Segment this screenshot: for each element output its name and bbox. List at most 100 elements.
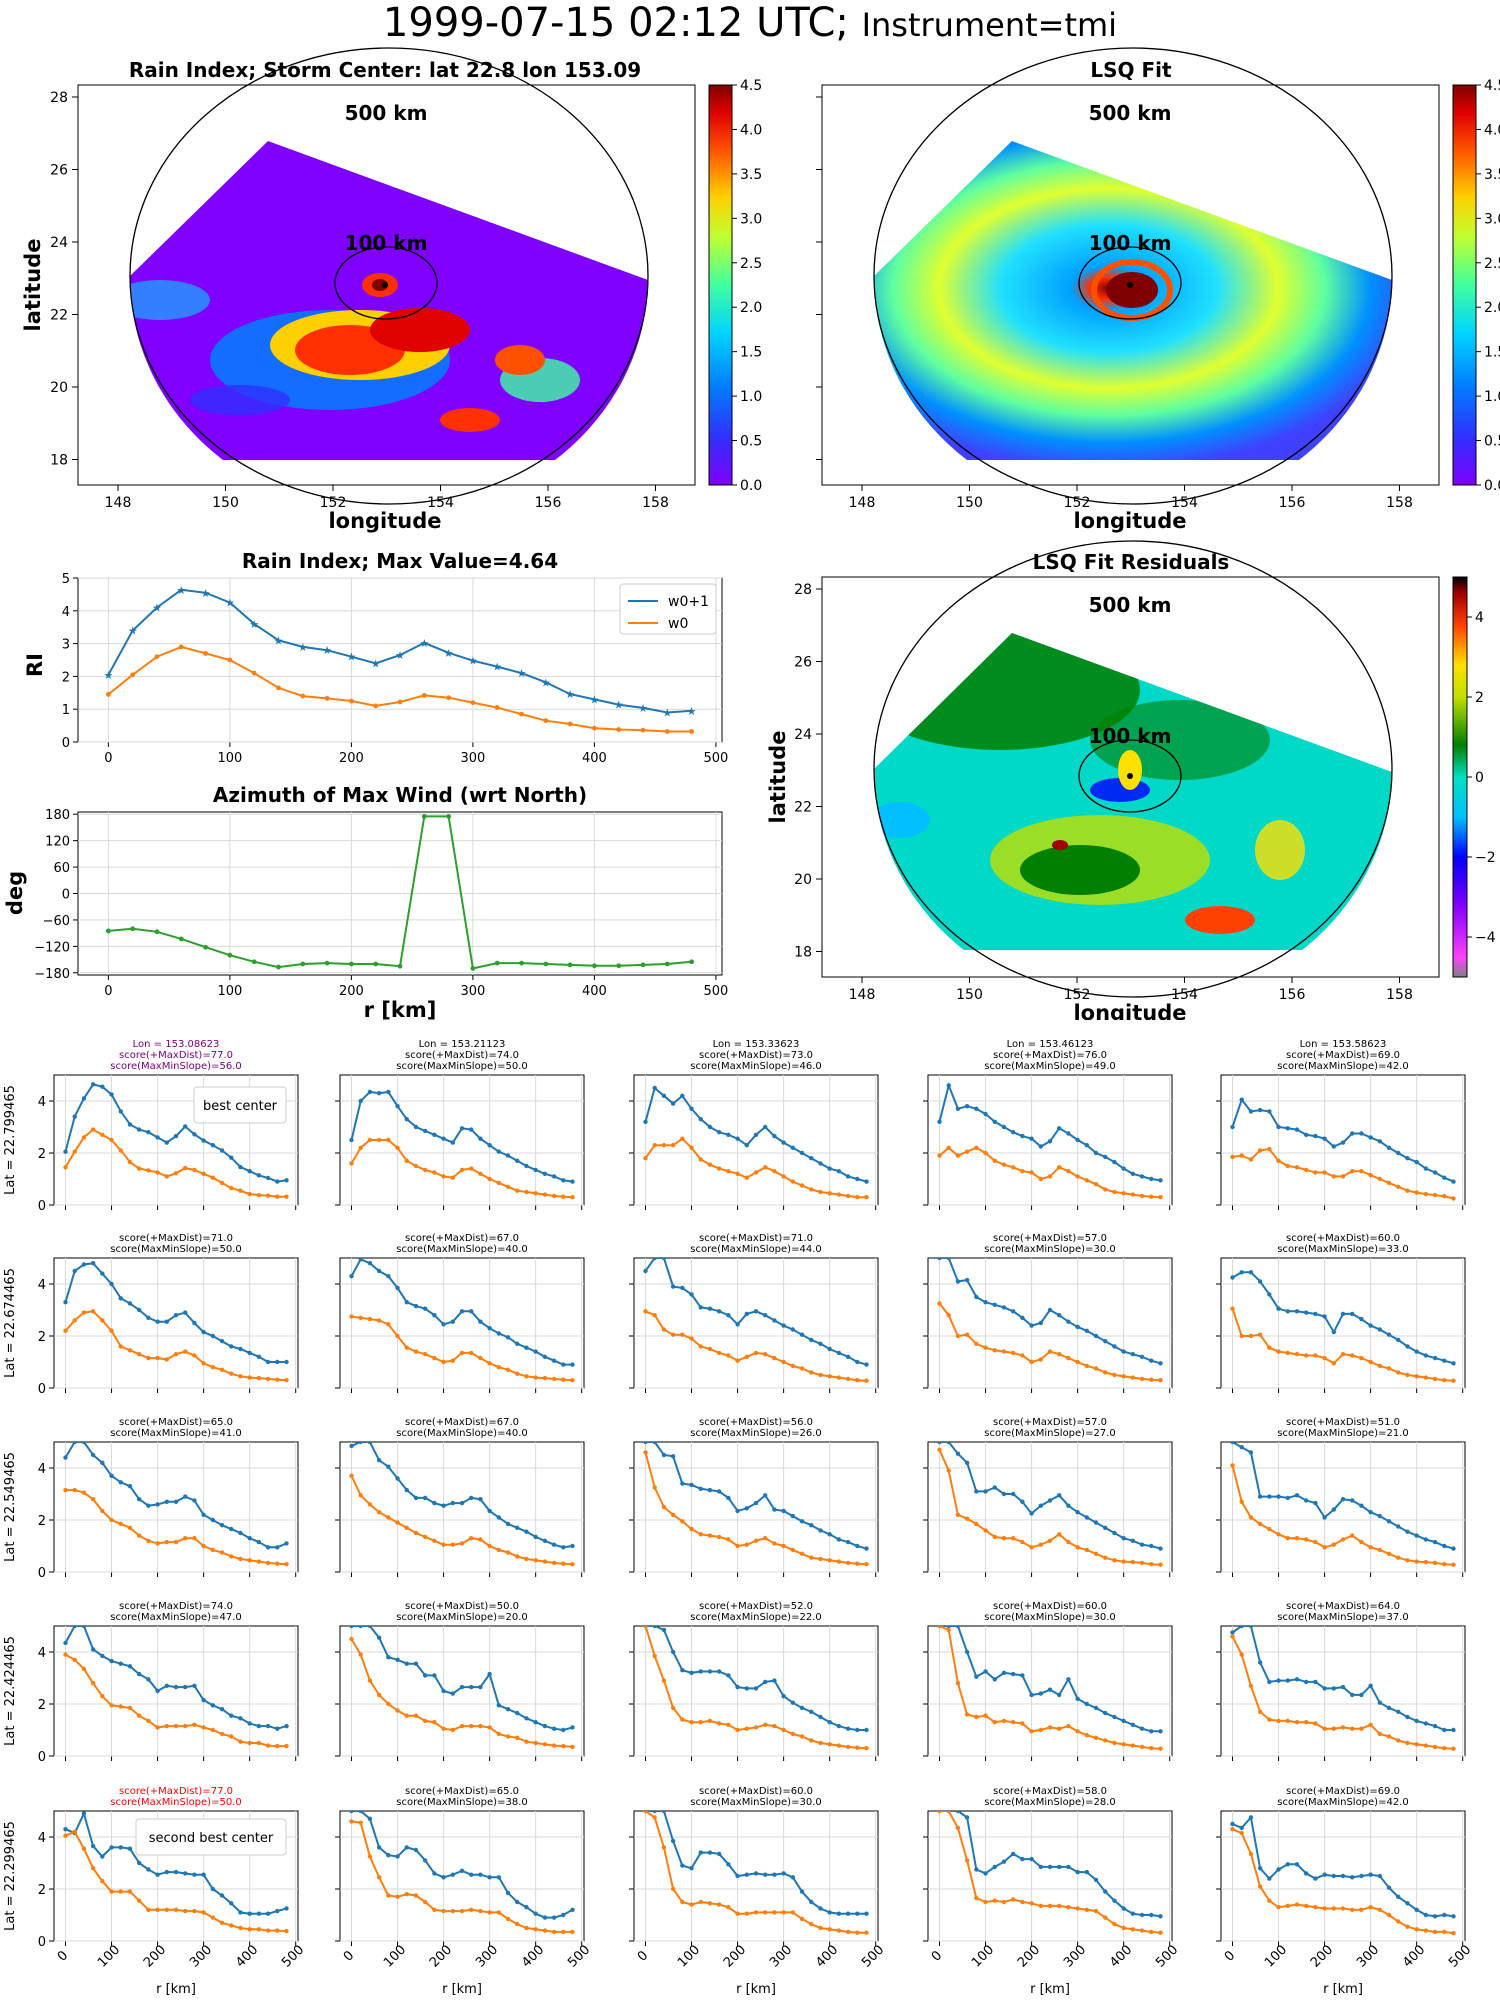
- series-w01: [937, 1442, 1163, 1551]
- x-tick-label: 500: [1153, 1942, 1181, 1970]
- data-point: [992, 1119, 997, 1124]
- data-point: [1423, 1353, 1429, 1358]
- data-point: [533, 1740, 538, 1746]
- data-point: [164, 1683, 169, 1688]
- data-point: [496, 1731, 502, 1737]
- data-point: [864, 1378, 869, 1383]
- data-point: [726, 1495, 731, 1501]
- data-point: [367, 1137, 373, 1143]
- lat-tick-label: 26: [794, 655, 812, 671]
- candidate-panel: score(+MaxDist)=57.0score(MaxMinSlope)=2…: [923, 1417, 1173, 1577]
- colorbar-tick-label: 1.5: [1484, 345, 1500, 361]
- panel-title-line: score(+MaxDist)=52.0: [699, 1601, 813, 1612]
- data-point: [127, 1301, 133, 1306]
- data-point: [827, 1374, 832, 1379]
- data-point: [441, 1174, 446, 1179]
- data-point: [487, 1875, 492, 1880]
- data-point: [1285, 1126, 1290, 1131]
- data-point: [459, 1167, 465, 1173]
- data-point: [459, 1684, 465, 1690]
- data-point: [210, 1915, 216, 1920]
- data-point: [349, 1161, 354, 1166]
- data-point: [173, 1539, 179, 1545]
- data-point: [1414, 1559, 1419, 1564]
- data-point: [90, 1647, 96, 1652]
- data-point: [1322, 1314, 1327, 1319]
- panel-title-line: score(MaxMinSlope)=27.0: [984, 1428, 1115, 1439]
- data-point: [192, 1872, 197, 1877]
- data-point: [90, 1261, 96, 1266]
- data-point: [689, 1482, 694, 1488]
- x-tick-label: 0: [341, 1948, 357, 1964]
- x-tick-label: 400: [582, 984, 607, 999]
- data-point: [744, 1911, 749, 1916]
- data-point: [983, 1150, 988, 1156]
- data-point: [413, 1661, 419, 1666]
- data-point: [210, 1886, 216, 1892]
- data-point: [1451, 1546, 1456, 1551]
- data-point: [265, 1545, 271, 1550]
- data-point: [1451, 1746, 1456, 1751]
- data-point: [276, 964, 281, 970]
- data-point: [1121, 1718, 1126, 1724]
- data-point: [790, 1327, 796, 1332]
- data-point: [1038, 1691, 1043, 1696]
- data-point: [1093, 1366, 1099, 1371]
- data-point: [469, 1495, 474, 1501]
- panel-title-line: score(MaxMinSlope)=49.0: [984, 1061, 1115, 1072]
- series-w0: [105, 644, 695, 734]
- data-point: [118, 1661, 123, 1666]
- data-point: [256, 1192, 262, 1198]
- panel-xlabel: r [km]: [1030, 1982, 1070, 1997]
- data-point: [716, 1489, 722, 1494]
- data-point: ★: [176, 584, 186, 597]
- residuals-colorbar-ticks: 420−2−4: [1467, 610, 1496, 946]
- data-point: [459, 1723, 465, 1729]
- data-point: [763, 1352, 768, 1357]
- data-point: [441, 1688, 446, 1694]
- candidate-panel: score(+MaxDist)=67.0score(MaxMinSlope)=4…: [335, 1417, 585, 1577]
- y-tick-label: 4: [62, 605, 70, 620]
- data-point: [1038, 1542, 1043, 1547]
- data-point: [974, 1145, 979, 1150]
- data-point: [136, 1898, 142, 1903]
- data-point: [1405, 1529, 1410, 1534]
- lat-ticks: [816, 96, 822, 460]
- data-point: [1149, 1746, 1154, 1751]
- data-point: [809, 1738, 814, 1743]
- data-point: [450, 1691, 455, 1696]
- data-point: [349, 1811, 354, 1814]
- data-point: [661, 1258, 667, 1261]
- data-point: [81, 1262, 87, 1267]
- panel-legend-label: best center: [203, 1099, 278, 1114]
- data-point: [183, 1684, 188, 1690]
- data-point: [81, 1310, 87, 1315]
- data-point: [983, 1300, 988, 1305]
- y-tick-label: 0: [62, 888, 70, 903]
- data-point: [964, 1149, 970, 1154]
- data-point: [1149, 1562, 1154, 1567]
- data-point: [827, 1927, 832, 1932]
- data-point: [496, 1365, 502, 1370]
- y-tick-label: −60: [43, 914, 70, 929]
- data-point: [164, 1499, 169, 1504]
- data-point: [1103, 1525, 1108, 1530]
- data-point: [118, 1344, 123, 1349]
- data-point: [422, 1718, 428, 1724]
- series-w0: [349, 1636, 575, 1750]
- data-point: [1038, 1176, 1043, 1182]
- data-point: [432, 1500, 437, 1506]
- data-point: [983, 1669, 988, 1674]
- data-point: [1020, 1315, 1025, 1320]
- data-point: [1285, 1350, 1290, 1356]
- data-point: [1322, 1686, 1327, 1691]
- data-point: [1331, 1686, 1336, 1691]
- data-point: [192, 1722, 197, 1727]
- data-point: [247, 1558, 252, 1563]
- data-point: [542, 1375, 548, 1381]
- data-point: [1340, 1684, 1346, 1690]
- data-point: [478, 1355, 483, 1361]
- data-point: [265, 1376, 271, 1382]
- data-point: [1020, 1856, 1025, 1862]
- data-point: [118, 1148, 123, 1153]
